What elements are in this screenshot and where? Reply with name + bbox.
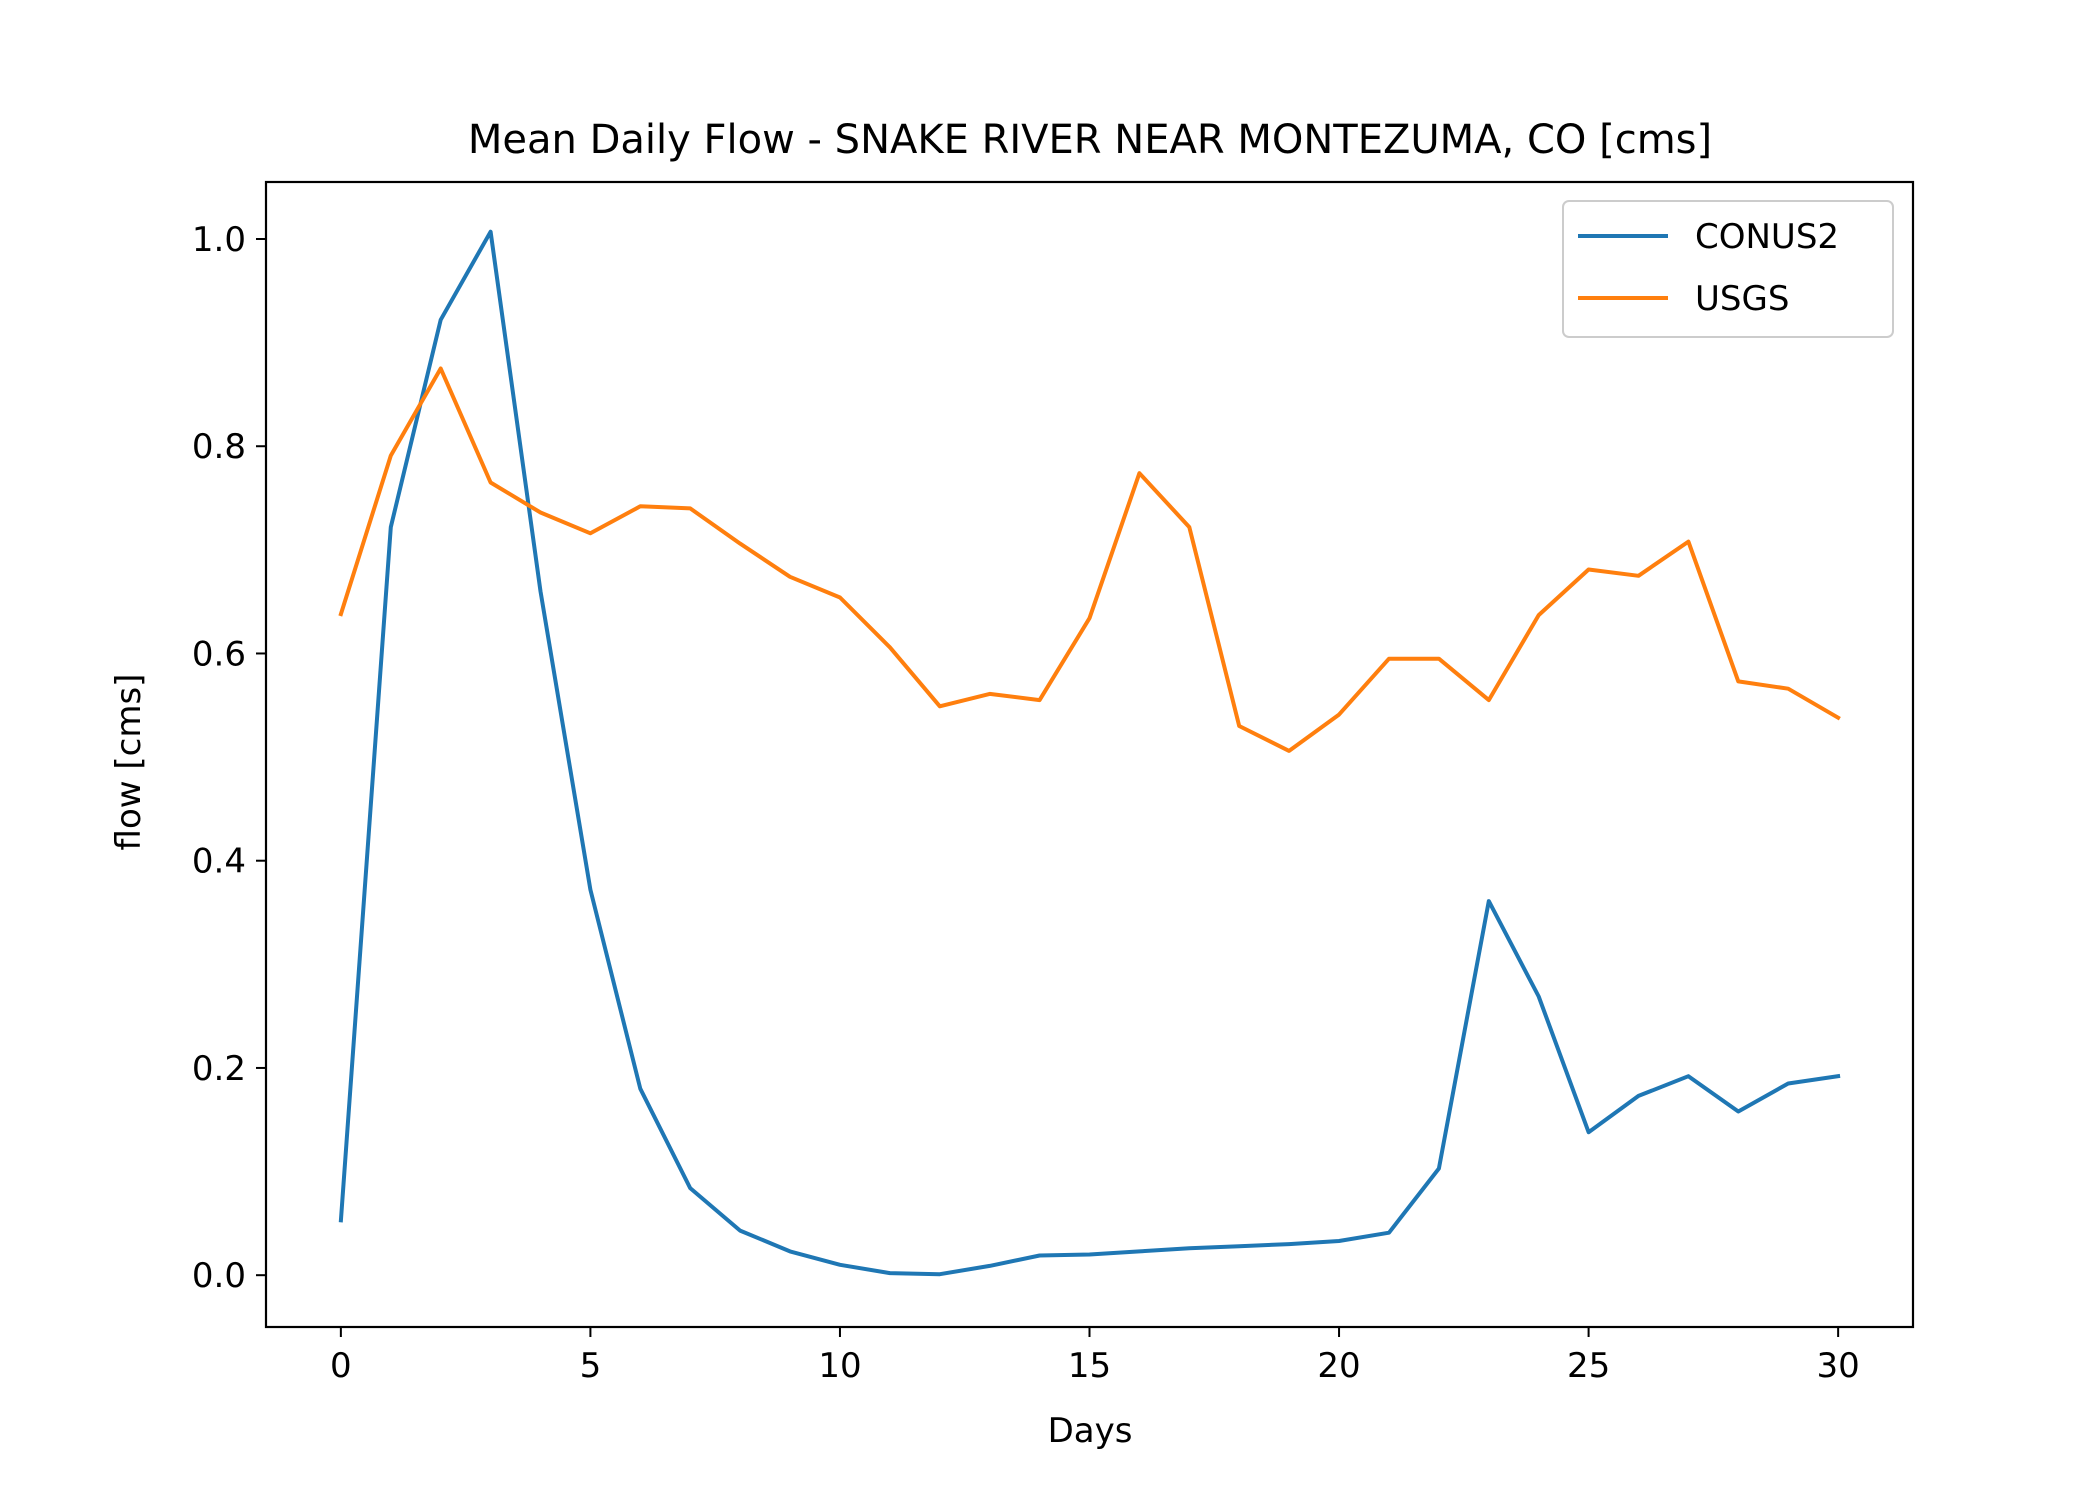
x-tick-label: 25	[1567, 1346, 1610, 1386]
legend-label-conus2: CONUS2	[1695, 217, 1839, 257]
x-tick-label: 0	[330, 1346, 352, 1386]
legend-label-usgs: USGS	[1695, 279, 1789, 319]
plot-area	[338, 229, 1841, 1277]
series-line-conus2	[338, 229, 1841, 1277]
plot-frame	[264, 180, 1915, 1329]
x-tick-label: 15	[1068, 1346, 1111, 1386]
y-axis: 0.0 0.2 0.4 0.6 0.8 1.0	[192, 220, 266, 1296]
x-axis: 0 5 10 15 20 25 30	[330, 1327, 1860, 1386]
chart-title: Mean Daily Flow - SNAKE RIVER NEAR MONTE…	[468, 117, 1712, 163]
y-tick-label: 0.4	[192, 842, 246, 882]
x-tick-label: 20	[1317, 1346, 1360, 1386]
y-axis-label: flow [cms]	[109, 674, 149, 851]
legend: CONUS2 USGS	[1562, 200, 1894, 338]
series-line-usgs	[338, 366, 1841, 753]
y-tick-label: 0.0	[192, 1256, 246, 1296]
y-tick-label: 0.8	[192, 427, 246, 467]
x-tick-label: 10	[818, 1346, 861, 1386]
y-tick-label: 0.6	[192, 634, 246, 674]
x-tick-label: 5	[580, 1346, 602, 1386]
x-axis-label: Days	[1048, 1411, 1133, 1451]
x-tick-label: 30	[1817, 1346, 1860, 1386]
y-tick-label: 0.2	[192, 1049, 246, 1089]
y-tick-label: 1.0	[192, 220, 246, 260]
